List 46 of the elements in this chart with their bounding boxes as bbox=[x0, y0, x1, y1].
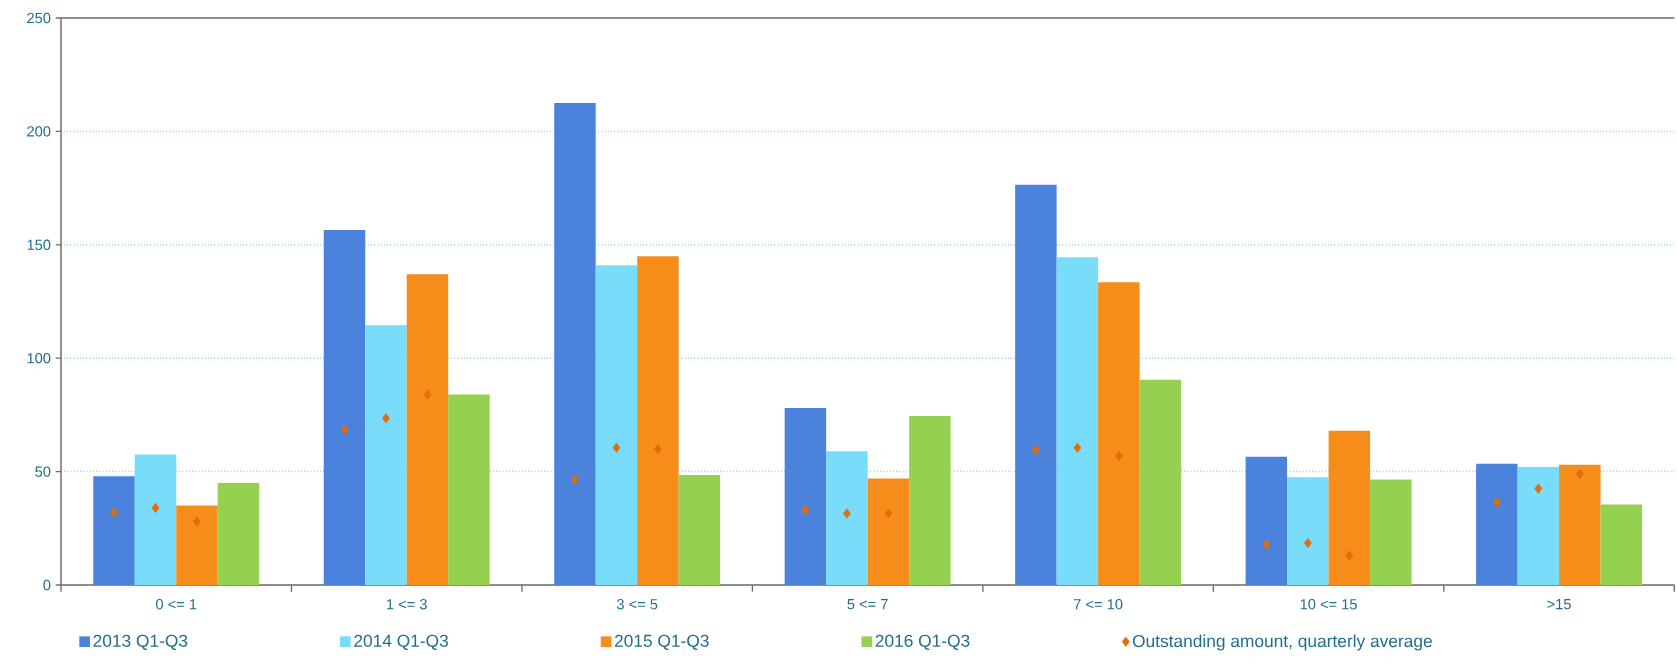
x-tick-label: 7 <= 10 bbox=[1074, 599, 1123, 610]
y-tick-label: 100 bbox=[27, 353, 51, 364]
legend-label: 2016 Q1-Q3 bbox=[875, 634, 970, 651]
legend-label: 2015 Q1-Q3 bbox=[614, 634, 709, 651]
bar bbox=[1600, 504, 1643, 585]
bar bbox=[1245, 456, 1288, 585]
x-tick-label: 10 <= 15 bbox=[1300, 599, 1357, 610]
bar bbox=[909, 416, 951, 585]
legend-label: 2014 Q1-Q3 bbox=[354, 634, 448, 651]
x-tick-label: 1 <= 3 bbox=[387, 599, 427, 610]
bar bbox=[1517, 467, 1560, 585]
legend-label: 2013 Q1-Q3 bbox=[93, 634, 188, 651]
bar bbox=[784, 408, 827, 585]
bar bbox=[1139, 379, 1182, 585]
bar bbox=[1015, 184, 1057, 585]
x-tick-label: >15 bbox=[1547, 599, 1571, 610]
bar bbox=[1328, 430, 1371, 585]
y-tick-label: 150 bbox=[27, 239, 51, 250]
bar bbox=[134, 454, 177, 585]
bar bbox=[826, 451, 868, 585]
bar bbox=[1056, 257, 1099, 585]
x-tick-label: 5 <= 7 bbox=[847, 599, 888, 610]
bar bbox=[1476, 463, 1518, 585]
bar bbox=[595, 265, 638, 585]
bar bbox=[93, 476, 135, 585]
y-tick-label: 50 bbox=[35, 466, 51, 477]
y-tick-label: 250 bbox=[27, 12, 51, 24]
bar bbox=[323, 230, 366, 585]
bar bbox=[365, 325, 407, 585]
y-tick-label: 200 bbox=[27, 126, 51, 137]
bar bbox=[867, 478, 910, 585]
bar bbox=[554, 103, 596, 585]
bar bbox=[406, 274, 449, 585]
bar bbox=[678, 475, 721, 585]
bar bbox=[637, 256, 679, 585]
legend-label: Outstanding amount, quarterly average bbox=[1132, 634, 1432, 651]
bar bbox=[1098, 282, 1140, 585]
bar bbox=[176, 505, 218, 585]
bar bbox=[448, 394, 490, 585]
y-tick-label: 0 bbox=[43, 579, 51, 591]
bar bbox=[1287, 477, 1329, 585]
bar bbox=[1370, 479, 1412, 585]
x-tick-label: 3 <= 5 bbox=[616, 599, 658, 610]
bar bbox=[217, 482, 260, 585]
bar bbox=[1559, 464, 1601, 585]
x-tick-label: 0 <= 1 bbox=[156, 599, 197, 610]
